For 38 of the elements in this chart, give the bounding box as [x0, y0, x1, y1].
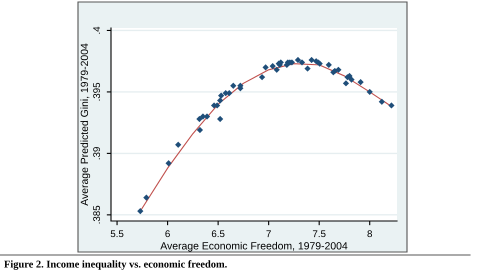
point — [217, 97, 224, 104]
point — [308, 56, 315, 64]
point — [358, 78, 364, 86]
point — [258, 74, 266, 80]
point — [175, 142, 182, 148]
point — [304, 65, 311, 72]
point — [196, 116, 203, 122]
x-tick-label: 8 — [367, 230, 372, 238]
caption: Figure 2. Income inequality vs. economic freedom. — [4, 260, 227, 270]
x-tick-label: 5.5 — [110, 230, 124, 238]
point — [342, 80, 350, 86]
y-tick-label: .4 — [93, 26, 100, 34]
point — [294, 56, 302, 64]
point — [366, 88, 373, 96]
y-axis-title: Average Predicted Gini, 1979-2004 — [80, 44, 90, 206]
point — [298, 59, 306, 66]
point — [326, 62, 332, 68]
point — [348, 76, 355, 83]
point — [218, 92, 224, 99]
point — [262, 64, 269, 70]
point — [196, 126, 204, 134]
x-tick-label: 7 — [266, 230, 271, 238]
point — [137, 208, 144, 214]
y-tick-label: .385 — [93, 206, 100, 224]
point — [143, 194, 150, 201]
y-tick-label: .39 — [93, 147, 100, 160]
y-tick-label: .395 — [93, 82, 100, 100]
x-tick-label: 6.5 — [212, 230, 224, 238]
point — [270, 63, 276, 70]
x-tick-label: 7.5 — [312, 230, 326, 238]
x-tick-label: 6 — [165, 230, 170, 238]
point — [166, 160, 172, 166]
point — [388, 102, 395, 109]
point — [274, 66, 280, 73]
point — [230, 82, 236, 89]
x-axis-title: Average Economic Freedom, 1979-2004 — [160, 242, 348, 252]
point — [217, 116, 224, 122]
point — [378, 98, 385, 105]
